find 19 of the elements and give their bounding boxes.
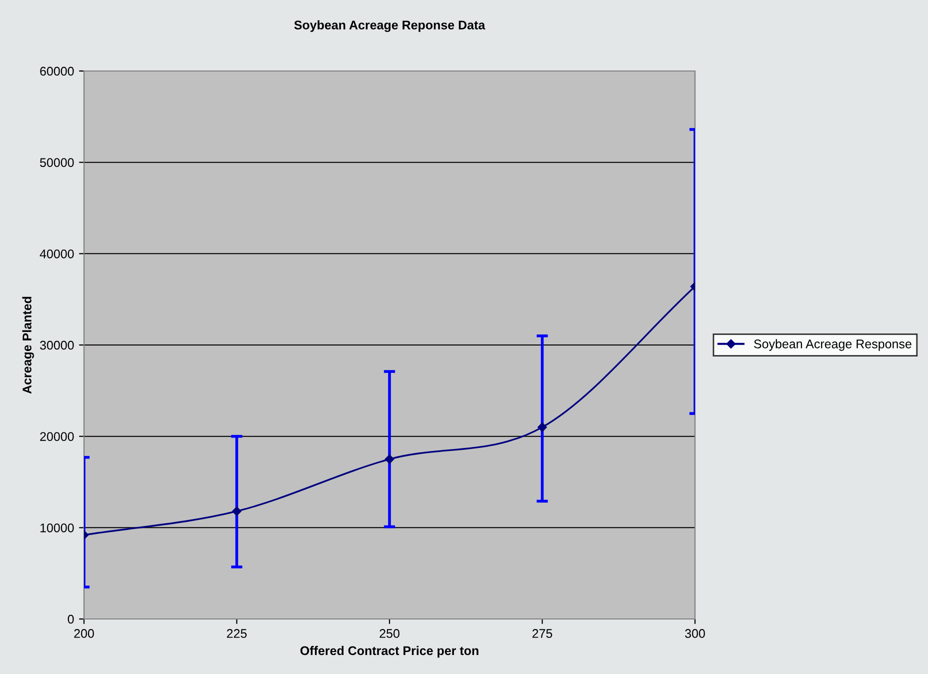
point	[232, 506, 242, 516]
legend-label: Soybean Acreage Response	[754, 339, 912, 351]
x-tick-label: 300	[685, 629, 705, 638]
point	[384, 454, 394, 464]
y-tick-label: 50000	[40, 158, 74, 167]
y-tick-label: 0	[68, 614, 74, 624]
x-tick-label: 200	[74, 629, 94, 638]
y-tick-label: 40000	[40, 249, 74, 258]
x-axis-title: Offered Contract Price per ton	[300, 646, 478, 658]
x-tick-label: 275	[532, 629, 552, 638]
y-axis-title: Acreage Planted	[22, 296, 34, 394]
point	[538, 422, 547, 432]
y-tick-label: 10000	[40, 523, 74, 532]
x-tick-label: 225	[226, 629, 247, 638]
y-tick-label: 20000	[40, 432, 74, 441]
y-tick-label: 30000	[40, 340, 74, 350]
y-tick-label: 60000	[40, 66, 74, 76]
chart-title: Soybean Acreage Reponse Data	[294, 20, 486, 32]
x-tick-label: 250	[380, 629, 400, 638]
